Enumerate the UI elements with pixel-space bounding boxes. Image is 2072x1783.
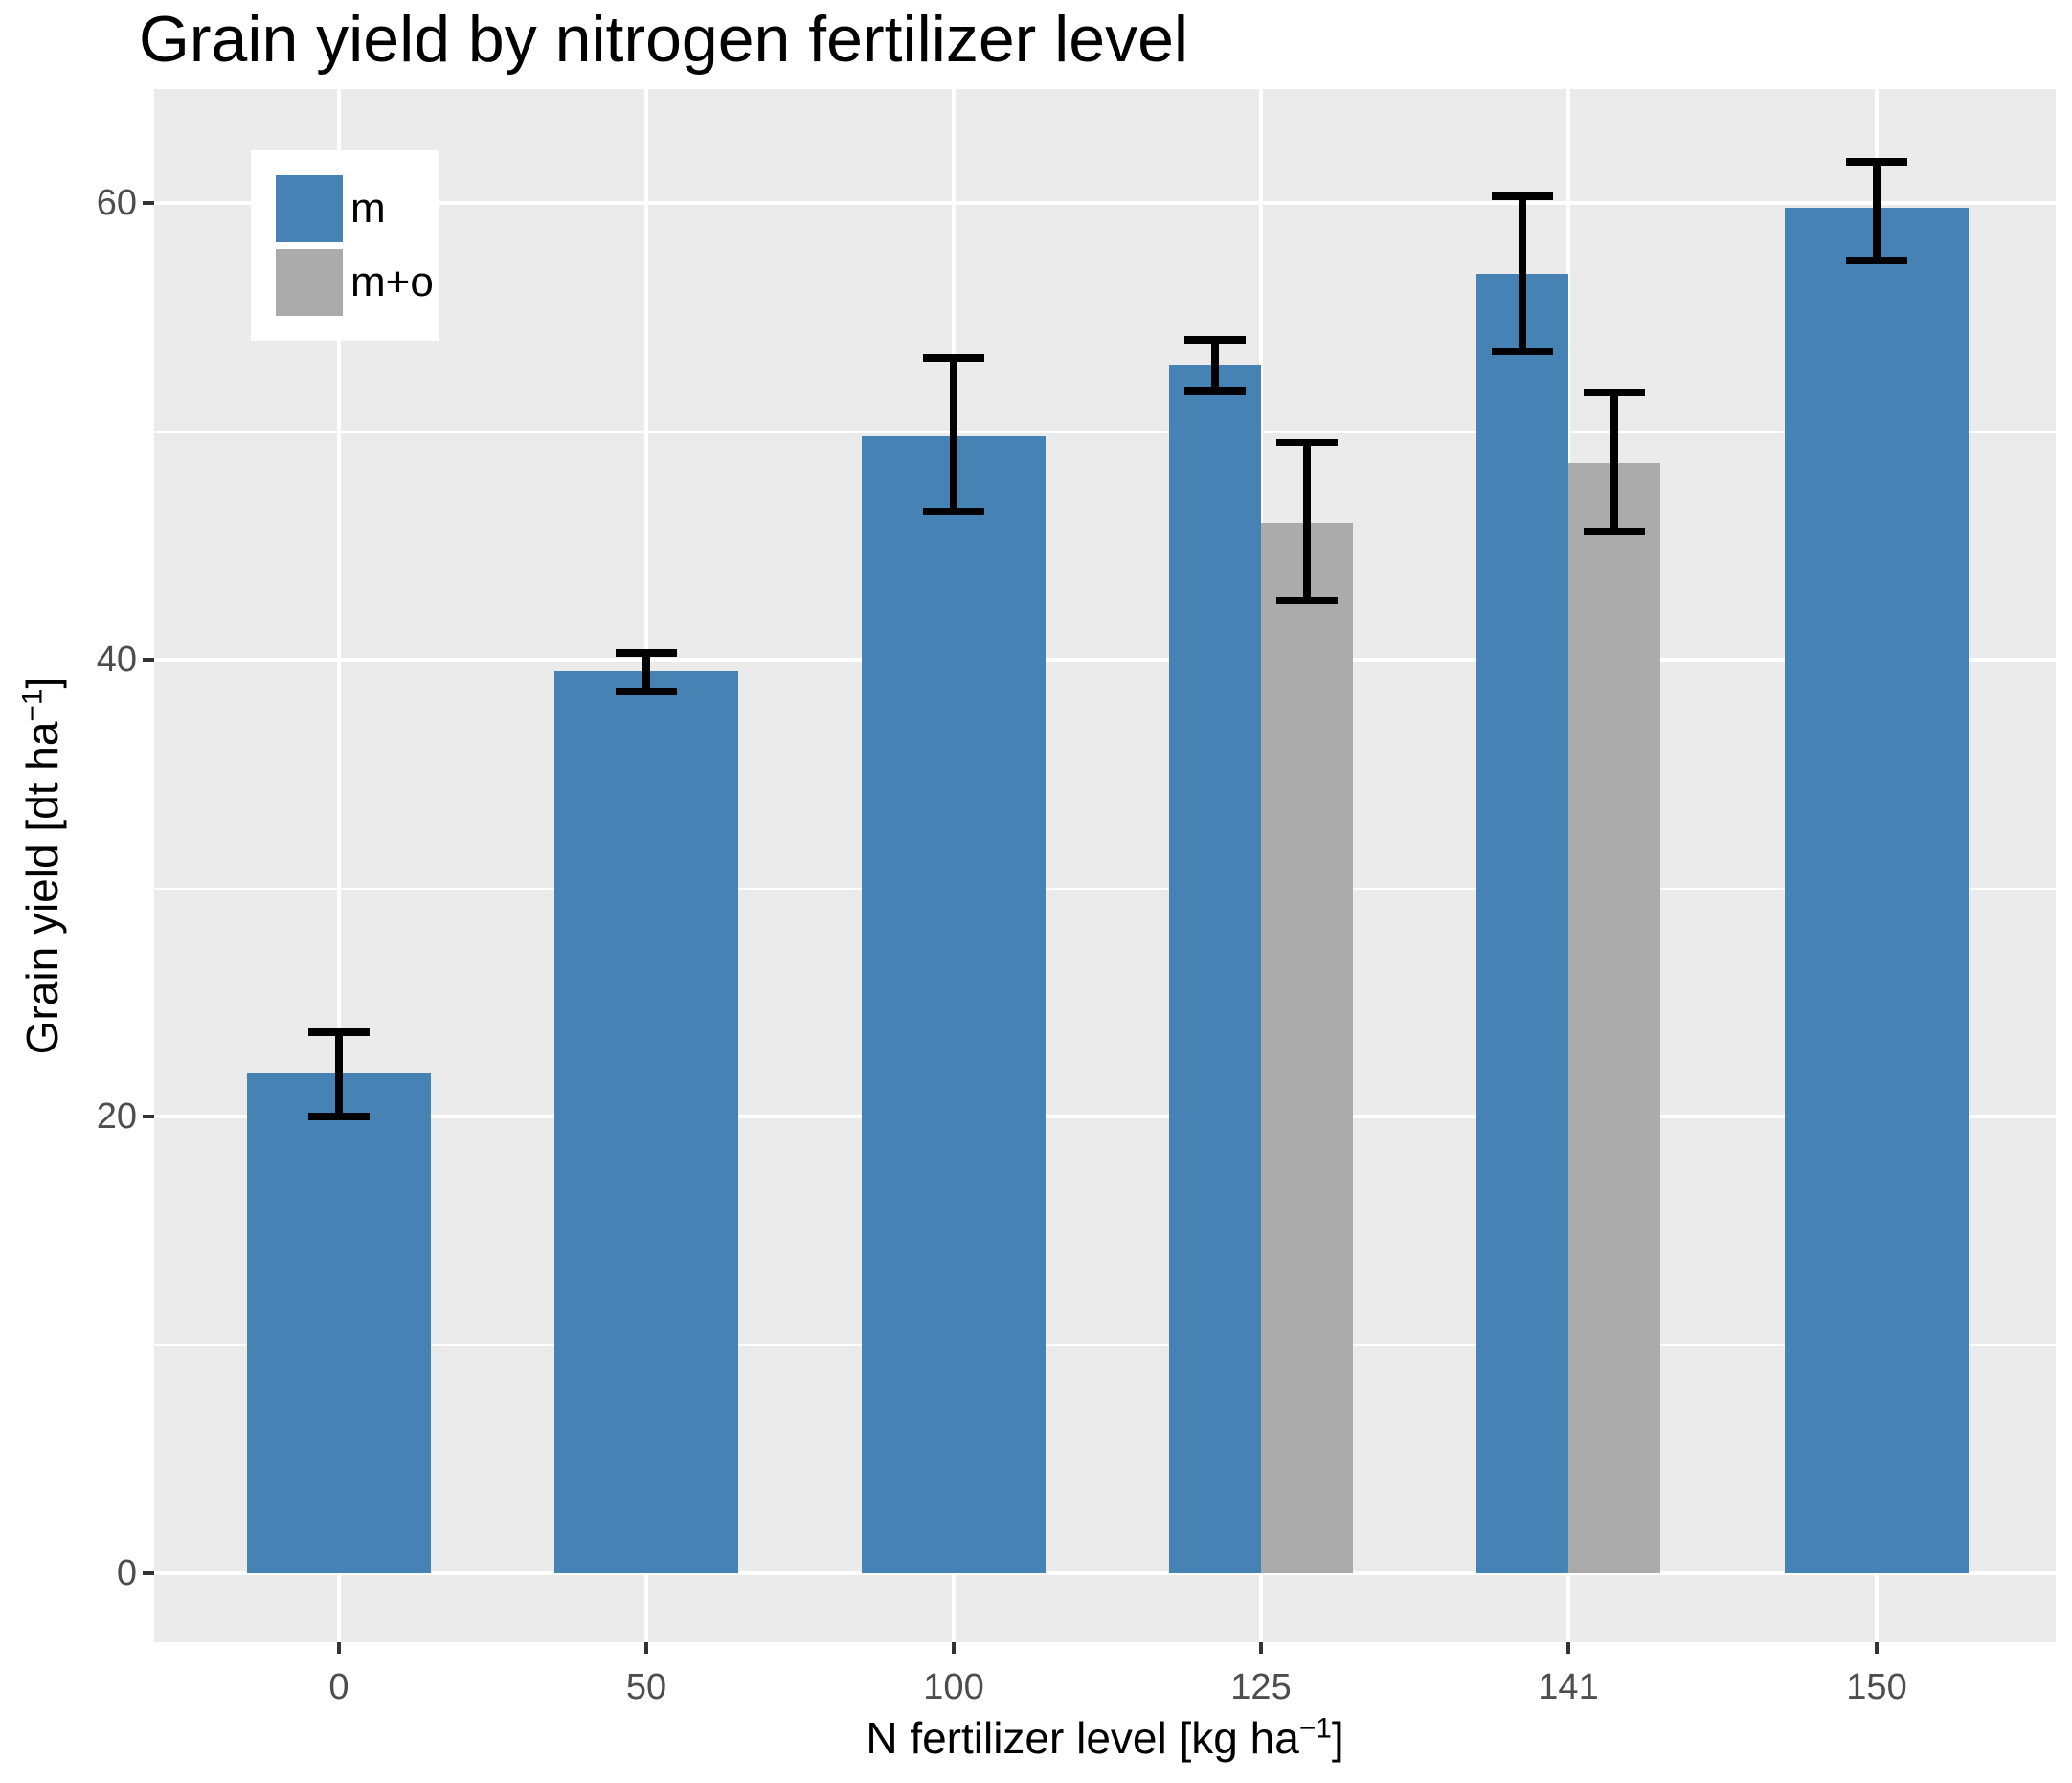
error-bar-line-m-125 (1211, 340, 1219, 390)
error-bar-cap-m-50 (616, 688, 677, 695)
error-bar-line-m-141 (1519, 196, 1526, 351)
legend-label-m-plus-o: m+o (350, 259, 434, 305)
bar-m-0 (247, 1073, 431, 1573)
y-axis-tick-label: 60 (96, 183, 137, 223)
bar-m-125 (1169, 365, 1261, 1573)
gridline-major (154, 201, 2056, 205)
legend-item-m: m (276, 175, 386, 242)
y-axis-tick (143, 1571, 154, 1575)
error-bar-line-m-100 (950, 358, 957, 511)
gridline-major (154, 1571, 2056, 1575)
bar-m-100 (862, 436, 1046, 1573)
y-axis-tick (143, 1115, 154, 1118)
error-bar-cap-m-125 (1184, 387, 1246, 395)
error-bar-cap-m-150 (1846, 158, 1907, 166)
error-bar-cap-m-141 (1492, 192, 1553, 200)
bar-m-141 (1476, 274, 1568, 1573)
x-axis-tick (1259, 1642, 1263, 1654)
legend-item-m-plus-o: m+o (276, 249, 434, 316)
legend-swatch-m (276, 175, 343, 242)
gridline-major (154, 1115, 2056, 1118)
error-bar-cap-m-0 (308, 1028, 370, 1036)
x-axis-tick (337, 1642, 341, 1654)
error-bar-cap-m+o-125 (1276, 439, 1338, 446)
bar-m-150 (1785, 208, 1969, 1573)
x-axis-tick-label: 100 (923, 1667, 984, 1707)
y-axis-tick-label: 40 (96, 640, 137, 680)
y-axis-tick (143, 201, 154, 205)
error-bar-cap-m-150 (1846, 257, 1907, 264)
error-bar-cap-m+o-125 (1276, 597, 1338, 604)
x-axis-tick-label: 150 (1846, 1667, 1907, 1707)
error-bar-line-m-0 (335, 1032, 343, 1117)
x-axis-tick-label: 141 (1538, 1667, 1599, 1707)
error-bar-cap-m-125 (1184, 336, 1246, 344)
bar-m+o-125 (1261, 523, 1353, 1573)
x-axis-title: N fertilizer level [kg ha−1] (866, 1712, 1344, 1763)
error-bar-cap-m-100 (923, 354, 984, 362)
x-axis-tick (952, 1642, 956, 1654)
error-bar-cap-m-141 (1492, 348, 1553, 355)
error-bar-line-m+o-141 (1610, 393, 1618, 531)
y-axis-tick-label: 20 (96, 1096, 137, 1137)
legend: m m+o (251, 150, 439, 341)
legend-swatch-m-plus-o (276, 249, 343, 316)
error-bar-cap-m-100 (923, 508, 984, 515)
error-bar-line-m-150 (1873, 162, 1881, 260)
gridline-minor (154, 431, 2056, 433)
y-axis-tick (143, 658, 154, 662)
bar-m-50 (554, 671, 738, 1573)
error-bar-cap-m-50 (616, 649, 677, 657)
gridline-minor (154, 1344, 2056, 1346)
error-bar-cap-m+o-141 (1584, 389, 1645, 396)
legend-label-m: m (350, 185, 386, 232)
x-axis-tick (1875, 1642, 1879, 1654)
plot-area (154, 89, 2056, 1642)
bar-m+o-141 (1568, 463, 1660, 1573)
x-axis-tick-label: 0 (328, 1667, 349, 1707)
gridline-major (154, 658, 2056, 662)
y-axis-tick-label: 0 (116, 1553, 137, 1593)
y-axis-title: Grain yield [dt ha−1] (16, 676, 67, 1055)
x-axis-tick (644, 1642, 648, 1654)
x-axis-tick-label: 50 (625, 1667, 667, 1707)
x-axis-tick (1566, 1642, 1570, 1654)
error-bar-cap-m+o-141 (1584, 528, 1645, 535)
error-bar-line-m+o-125 (1303, 442, 1311, 600)
gridline-minor (154, 888, 2056, 890)
error-bar-line-m-50 (642, 653, 650, 692)
chart-title: Grain yield by nitrogen fertilizer level (139, 3, 1189, 76)
error-bar-cap-m-0 (308, 1113, 370, 1120)
x-axis-tick-label: 125 (1230, 1667, 1292, 1707)
gridline-vertical (337, 89, 341, 1642)
